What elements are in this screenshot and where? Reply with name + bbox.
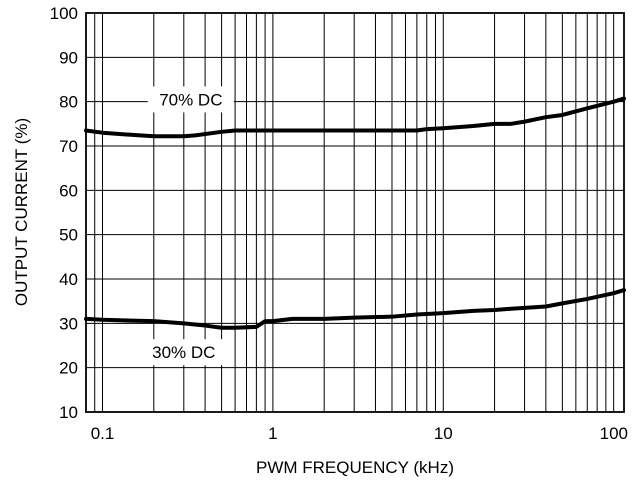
y-tick-label: 10	[59, 403, 78, 422]
x-tick-label: 1	[268, 424, 277, 443]
x-tick-label: 0.1	[91, 424, 115, 443]
series-layer	[84, 96, 626, 330]
y-tick-label: 100	[50, 4, 78, 23]
y-tick-label: 20	[59, 359, 78, 378]
y-tick-label: 60	[59, 181, 78, 200]
x-tick-labels: 0.1 1 10 100	[91, 424, 628, 443]
y-tick-label: 90	[59, 48, 78, 67]
series-line-0	[84, 96, 626, 139]
annotation-bg-1	[140, 339, 227, 366]
x-tick-label: 100	[600, 424, 628, 443]
plot-frame	[85, 12, 625, 413]
x-axis-title: PWM FREQUENCY (kHz)	[256, 458, 454, 477]
y-axis-title: OUTPUT CURRENT (%)	[12, 118, 31, 306]
y-tick-label: 30	[59, 314, 78, 333]
annotations: 70% DC 30% DC	[140, 86, 234, 366]
y-tick-label: 50	[59, 226, 78, 245]
y-tick-labels: 10 20 30 40 50 60 70 80 90 100	[50, 4, 78, 422]
x-tick-label: 10	[434, 424, 453, 443]
y-tick-label: 80	[59, 93, 78, 112]
y-tick-label: 70	[59, 137, 78, 156]
series-line-1	[84, 288, 626, 330]
y-tick-label: 40	[59, 270, 78, 289]
annotation-bg-0	[147, 86, 234, 113]
annotation-label-1: 30% DC	[152, 343, 215, 362]
annotation-label-0: 70% DC	[159, 90, 222, 109]
